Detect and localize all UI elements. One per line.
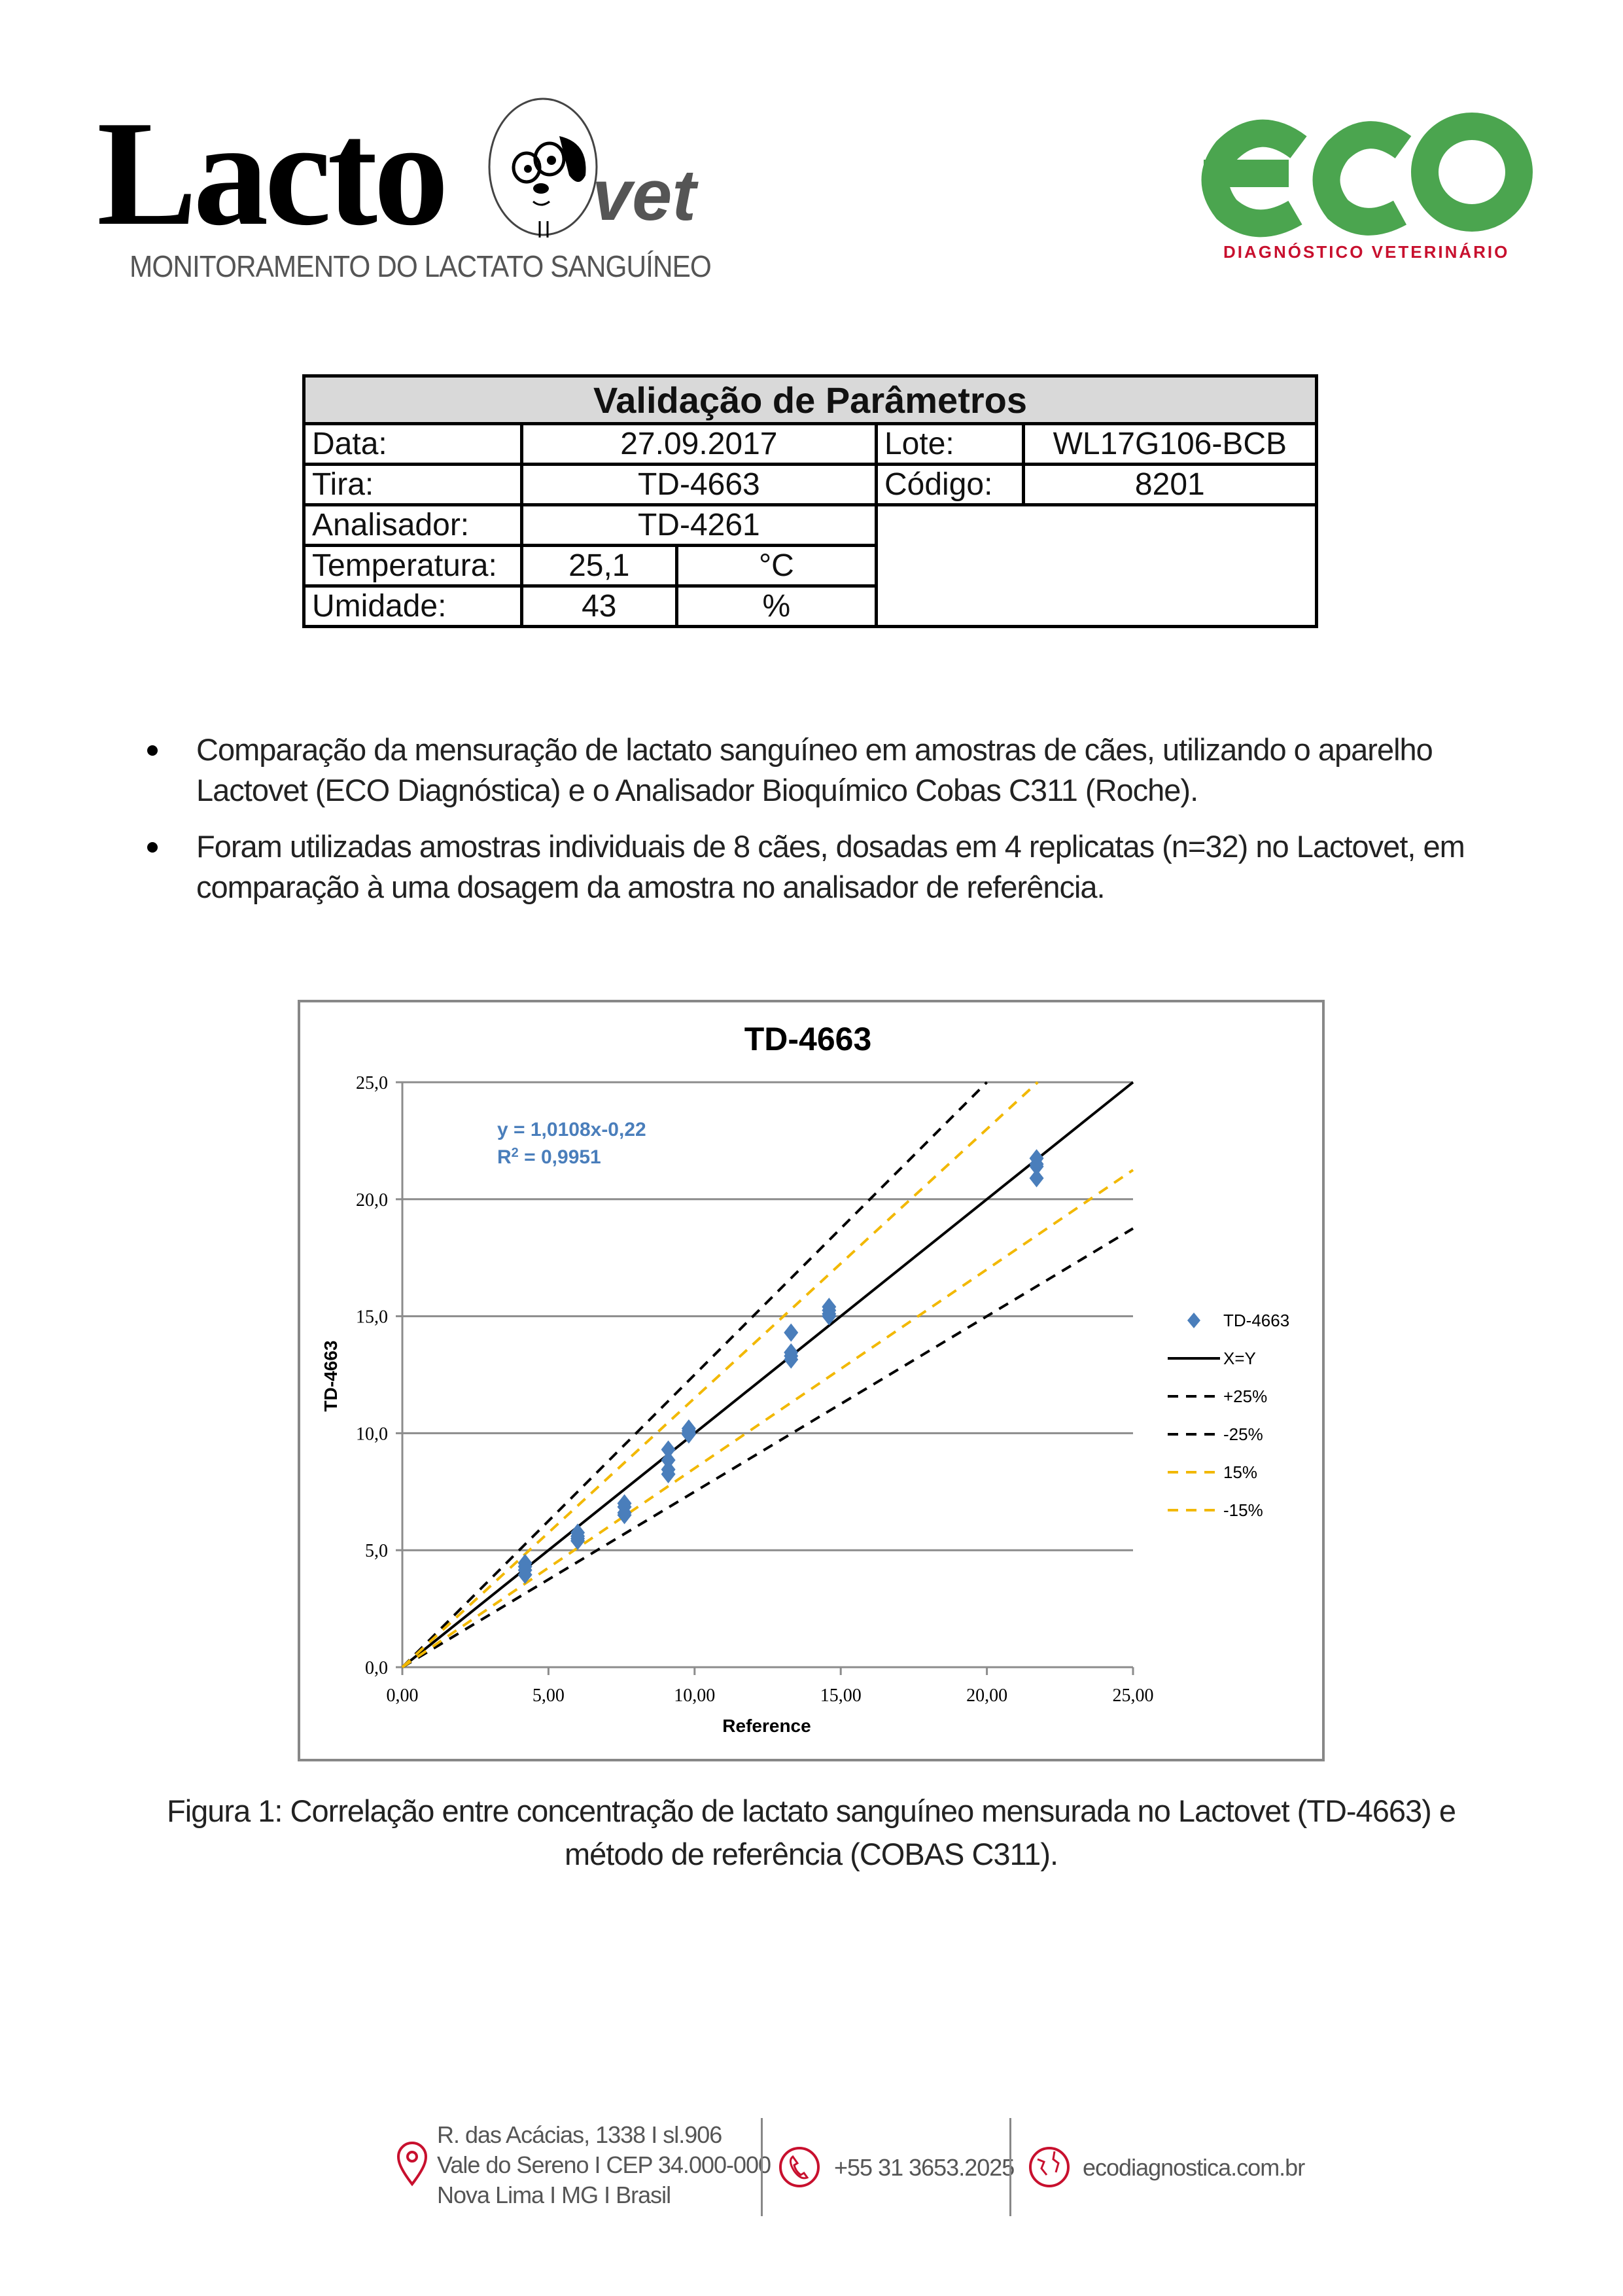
legend-label: X=Y (1223, 1349, 1256, 1368)
table-row: Analisador: TD-4261 (302, 503, 1319, 628)
data-point (784, 1350, 799, 1369)
row-label: Data: (302, 422, 523, 466)
bullet-list: Comparação da mensuração de lactato sang… (144, 730, 1544, 923)
row-label: Umidade: (302, 584, 523, 628)
bullet-icon (147, 842, 158, 853)
row-label: Código: (874, 463, 1025, 506)
x-tick-label: 0,00 (387, 1686, 419, 1706)
legend-label: -25% (1223, 1424, 1263, 1444)
x-tick-label: 25,00 (1113, 1686, 1154, 1706)
bullet-icon (147, 745, 158, 756)
bullet-text: Foram utilizadas amostras individuais de… (196, 829, 1465, 904)
divider (1009, 2118, 1011, 2216)
series-line--15% (401, 1169, 1134, 1669)
table-row: Umidade: 43% (302, 584, 1317, 628)
y-axis-label: TD-4663 (321, 1341, 341, 1412)
row-label: Analisador: (302, 503, 523, 547)
figure-caption: Figura 1: Correlação entre concentração … (167, 1793, 1456, 1871)
r2-superscript: 2 (512, 1146, 519, 1160)
r2-prefix: R (497, 1146, 512, 1168)
x-tick-label: 15,00 (820, 1686, 862, 1706)
row-value: WL17G106-BCB (1021, 422, 1319, 466)
r2-value: = 0,9951 (519, 1146, 601, 1168)
series-line-+25% (401, 1081, 988, 1669)
data-point (681, 1425, 696, 1444)
dog-logo-icon (488, 97, 598, 238)
eco-tagline: DIAGNÓSTICO VETERINÁRIO (1223, 242, 1510, 262)
footer-phone: +55 31 3653.2025 (834, 2154, 1015, 2181)
data-point (517, 1565, 532, 1584)
footer-website[interactable]: ecodiagnostica.com.br (1083, 2154, 1305, 2181)
legend-label: 15% (1223, 1462, 1257, 1482)
empty-cell (874, 503, 1319, 628)
x-tick-label: 5,00 (532, 1686, 565, 1706)
x-tick-label: 10,00 (674, 1686, 715, 1706)
row-value: TD-4663 (519, 463, 878, 506)
row-value: TD-4261 (519, 503, 878, 547)
address-line: Vale do Sereno I CEP 34.000-000 (437, 2151, 771, 2178)
data-point (661, 1464, 676, 1483)
y-tick-label: 15,0 (356, 1307, 388, 1328)
y-tick-label: 20,0 (356, 1190, 388, 1210)
address-line: Nova Lima I MG I Brasil (437, 2181, 671, 2208)
chart-frame (298, 1000, 1325, 1761)
series-line-15% (401, 1081, 1039, 1669)
data-point (1029, 1157, 1044, 1176)
legend-label: TD-4663 (1223, 1311, 1289, 1330)
row-value: 43 (519, 584, 678, 628)
row-value: 8201 (1021, 463, 1319, 506)
bullet-text: Comparação da mensuração de lactato sang… (196, 732, 1433, 807)
y-tick-label: 10,0 (356, 1424, 388, 1444)
row-unit: % (674, 584, 878, 628)
y-tick-label: 25,0 (356, 1073, 388, 1093)
globe-icon (1029, 2147, 1070, 2187)
y-tick-label: 5,0 (365, 1541, 388, 1561)
row-unit: °C (674, 544, 878, 588)
x-tick-label: 20,00 (966, 1686, 1007, 1706)
vet-logo-text: vet (592, 155, 696, 236)
phone-icon (779, 2147, 820, 2187)
data-point (784, 1323, 799, 1342)
bullet-item: Comparação da mensuração de lactato sang… (144, 730, 1544, 811)
trendline-equation: y = 1,0108x-0,22 (497, 1119, 646, 1140)
row-value: 25,1 (519, 544, 678, 588)
series-line--25% (401, 1227, 1134, 1669)
table-row: Tira: TD-4663 Código: 8201 (302, 463, 1319, 506)
bullet-item: Foram utilizadas amostras individuais de… (144, 826, 1544, 908)
lactovet-logo: Lacto (97, 90, 449, 256)
location-pin-icon (396, 2142, 428, 2187)
parameters-table: Validação de Parâmetros Data: 27.09.2017 L… (302, 374, 1319, 628)
row-label: Lote: (874, 422, 1025, 466)
row-value: 27.09.2017 (519, 422, 878, 466)
data-point (822, 1307, 837, 1326)
data-point (661, 1440, 676, 1459)
table-row: Data: 27.09.2017 Lote: WL17G106-BCB (302, 422, 1319, 466)
divider (761, 2118, 763, 2216)
legend-label: +25% (1223, 1386, 1267, 1406)
row-label: Temperatura: (302, 544, 523, 588)
legend-label: -15% (1223, 1500, 1263, 1520)
table-title: Validação de Parâmetros (302, 374, 1318, 425)
data-point (570, 1531, 585, 1550)
footer-address: R. das Acácias, 1338 I sl.906 Vale do Se… (437, 2120, 771, 2210)
legend-swatch (1187, 1313, 1200, 1328)
data-point (1029, 1169, 1044, 1188)
row-label: Tira: (302, 463, 523, 506)
y-tick-label: 0,0 (365, 1658, 388, 1678)
eco-logo (1201, 113, 1533, 238)
scatter-chart: TD-4663 0,0 5,0 10,0 15,0 20,0 25,0 0,00 5,00 10… (298, 1000, 1325, 1761)
x-axis-label: Reference (722, 1716, 811, 1736)
lactovet-tagline: MONITORAMENTO DO LACTATO SANGUÍNEO (130, 249, 712, 283)
address-line: R. das Acácias, 1338 I sl.906 (437, 2121, 722, 2148)
chart-title: TD-4663 (744, 1021, 872, 1057)
data-point (617, 1506, 632, 1525)
data-point (661, 1451, 676, 1470)
r-squared: R2 = 0,9951 (497, 1146, 601, 1168)
table-row: Temperatura: 25,1 °C (302, 544, 1317, 588)
